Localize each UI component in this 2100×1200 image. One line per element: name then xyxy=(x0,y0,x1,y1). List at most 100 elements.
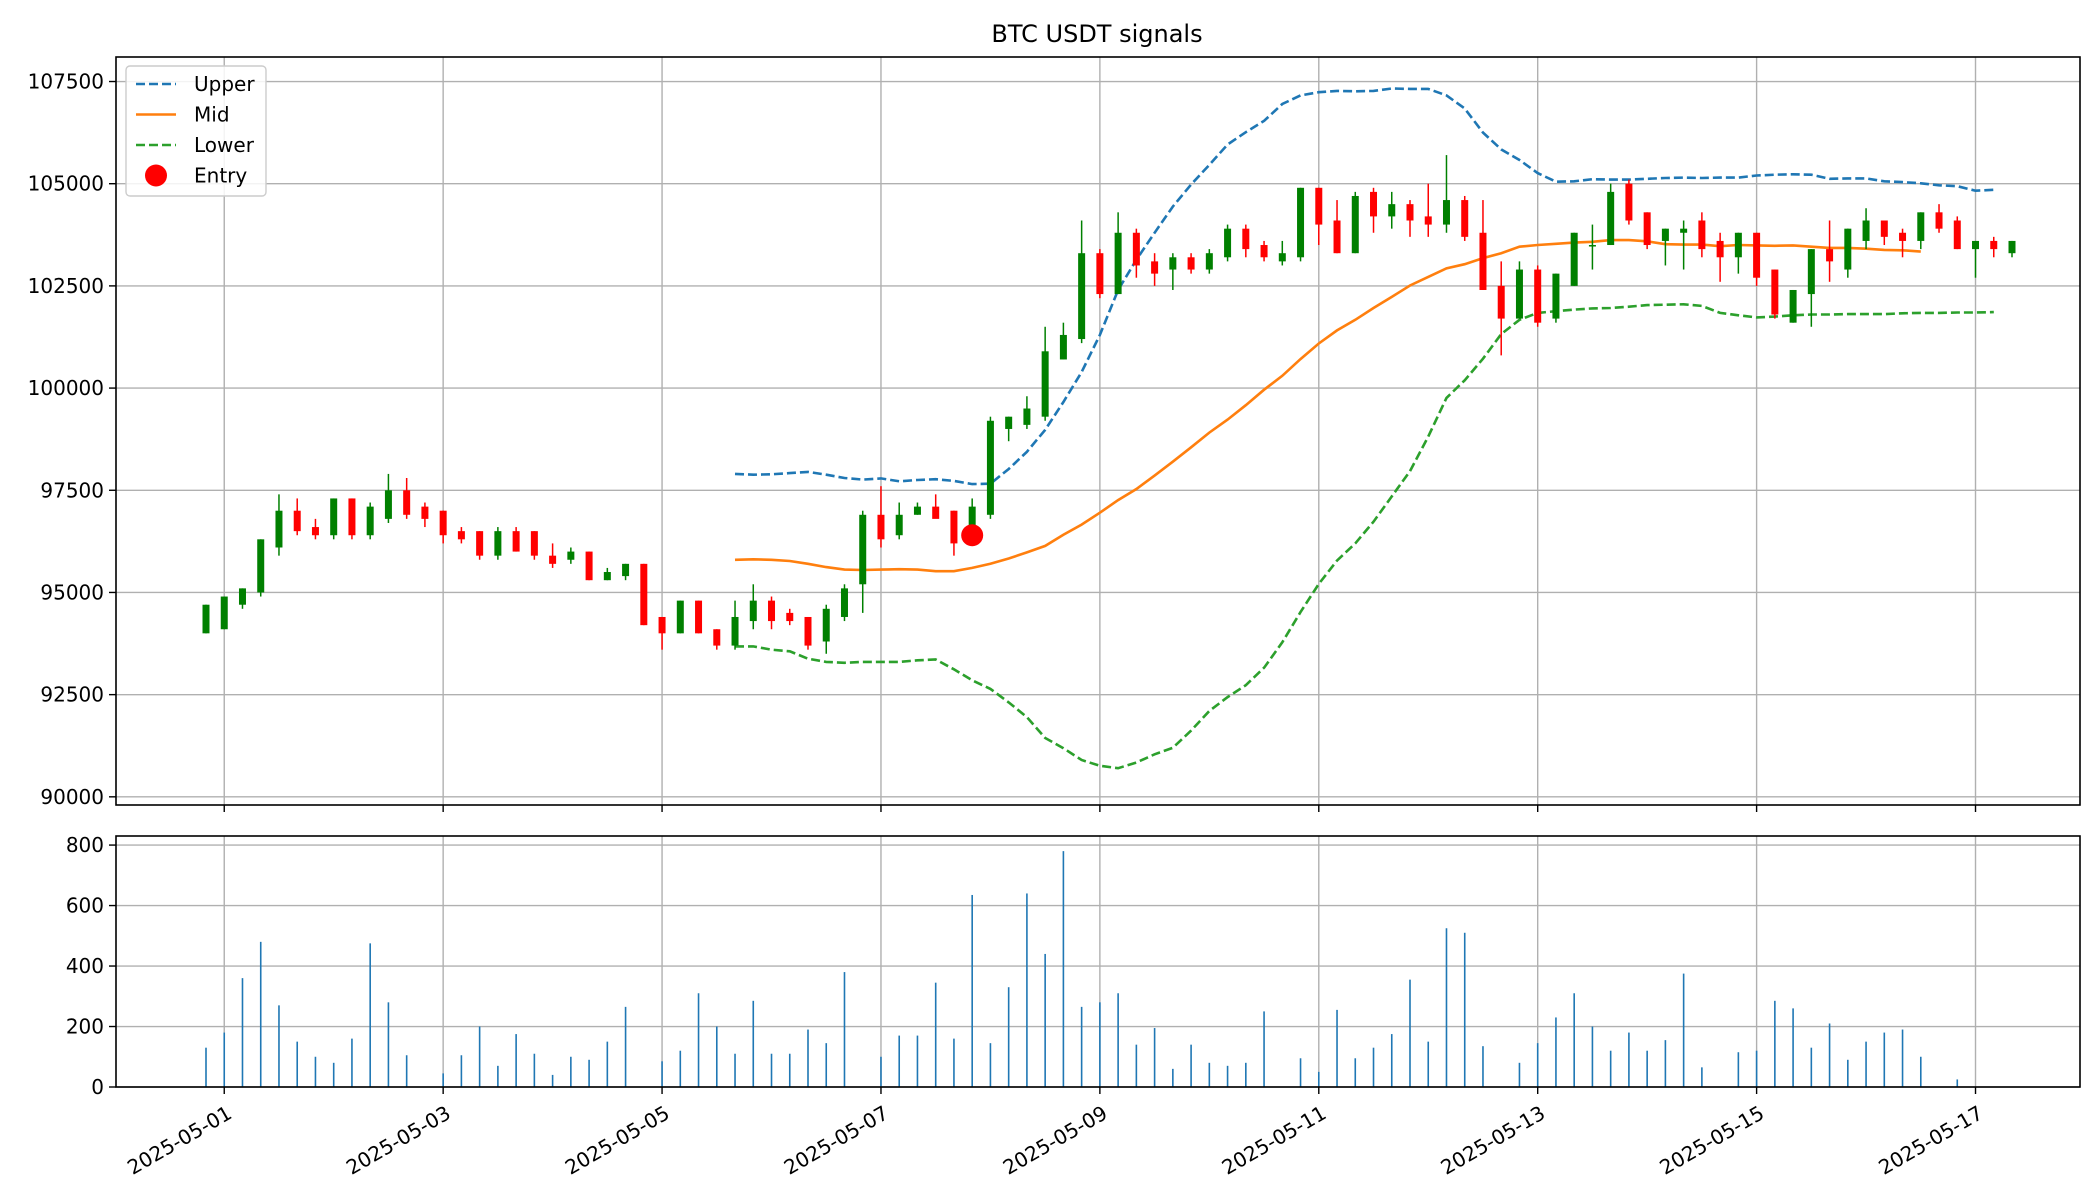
candle xyxy=(1570,232,1578,286)
candle xyxy=(1607,183,1615,246)
candle-body xyxy=(311,527,319,536)
volume-bar xyxy=(624,1006,627,1087)
candle-body xyxy=(275,510,283,548)
candle xyxy=(1351,191,1359,254)
y-tick-label: 97500 xyxy=(40,478,104,502)
volume-bar xyxy=(661,1061,663,1087)
candle xyxy=(913,502,921,515)
candle-body xyxy=(1461,200,1469,237)
candle-body xyxy=(658,616,666,634)
candle xyxy=(1370,187,1378,233)
candle xyxy=(1789,289,1797,323)
candle-body xyxy=(530,531,538,556)
candle-body xyxy=(768,600,776,622)
volume-bar xyxy=(1044,953,1046,1087)
candle xyxy=(1078,220,1086,344)
entry-markers xyxy=(961,524,984,547)
volume-bar xyxy=(278,1005,280,1087)
volume-bar xyxy=(1354,1058,1357,1087)
candle xyxy=(1972,240,1980,278)
candle-body xyxy=(1552,273,1560,319)
volume-bar xyxy=(1774,1000,1776,1087)
x-tick-label: 2025-05-17 xyxy=(1874,1101,1987,1180)
volume-bar xyxy=(442,1073,444,1087)
candle xyxy=(476,531,484,560)
candle-body xyxy=(1442,200,1450,225)
candle-body xyxy=(1680,228,1688,233)
volume-bar xyxy=(460,1055,463,1087)
volume-bar xyxy=(1099,1002,1101,1087)
candle-body xyxy=(1187,257,1195,270)
candle xyxy=(768,596,776,630)
y-tick-label: 102500 xyxy=(28,274,104,298)
candle-body xyxy=(1935,212,1943,229)
candle xyxy=(257,539,265,597)
candle xyxy=(275,494,283,556)
volume-bar xyxy=(1263,1011,1265,1087)
candle-body xyxy=(1078,253,1086,340)
volume-bar xyxy=(1208,1062,1211,1087)
candle xyxy=(1315,187,1323,246)
candle xyxy=(567,547,575,564)
volume-bar xyxy=(515,1034,517,1087)
candle xyxy=(749,584,757,630)
candle-body xyxy=(1607,191,1615,246)
x-tick-label: 2025-05-07 xyxy=(780,1101,893,1180)
volume-bar xyxy=(606,1041,609,1087)
x-tick-label: 2025-05-03 xyxy=(342,1101,455,1180)
candle-body xyxy=(622,563,630,577)
volume-bar xyxy=(1901,1029,1904,1087)
legend-label: Entry xyxy=(194,164,247,188)
volume-bar xyxy=(1007,987,1010,1087)
candle xyxy=(1953,216,1961,250)
candle xyxy=(457,527,465,544)
candle-body xyxy=(1151,261,1159,274)
candle-body xyxy=(676,600,684,634)
candle-body xyxy=(366,506,374,536)
volume-bar xyxy=(1664,1040,1667,1087)
y-axis-ticks: 90000 92500 95000 97500 100000 102500 105000 10… xyxy=(28,70,116,1099)
candle xyxy=(658,616,666,650)
candle xyxy=(1534,265,1542,327)
candle-body xyxy=(1789,289,1797,323)
candle xyxy=(804,616,812,650)
candle xyxy=(640,563,648,626)
candle xyxy=(1588,224,1596,270)
volume-bar xyxy=(807,1029,809,1087)
price-grid xyxy=(116,57,2080,805)
candle xyxy=(1297,187,1305,262)
y-tick-label: 100000 xyxy=(28,376,104,400)
candle-body xyxy=(804,616,812,646)
volume-bar xyxy=(1646,1050,1648,1087)
volume-bar xyxy=(1792,1008,1794,1087)
candle xyxy=(1552,273,1560,323)
candle-body xyxy=(1515,269,1523,319)
candle xyxy=(786,608,794,626)
candle xyxy=(330,498,338,540)
volume-bar xyxy=(241,978,244,1087)
volume-bar xyxy=(898,1035,901,1087)
legend-box xyxy=(125,65,267,197)
candle xyxy=(1023,396,1031,429)
volume-bar xyxy=(1919,1056,1922,1087)
candle xyxy=(1917,212,1925,250)
candle-body xyxy=(950,510,958,544)
candle-body xyxy=(457,531,465,540)
volume-bar xyxy=(1172,1068,1174,1087)
candle-body xyxy=(1899,232,1907,241)
candle xyxy=(1826,220,1834,282)
candle xyxy=(1224,224,1232,262)
y-tick-label: 600 xyxy=(66,894,104,918)
volume-bar xyxy=(679,1050,682,1087)
candle-body xyxy=(1388,204,1396,217)
volume-bar xyxy=(1737,1052,1740,1087)
candle-body xyxy=(1114,232,1122,295)
volume-bar xyxy=(314,1056,317,1087)
volume-bar xyxy=(971,894,973,1087)
legend-item: Upper xyxy=(136,72,255,96)
candle xyxy=(986,416,994,519)
volume-bar xyxy=(1372,1047,1375,1087)
volume-bar xyxy=(570,1056,572,1087)
candle-body xyxy=(786,612,794,622)
candle-body xyxy=(1059,334,1067,360)
